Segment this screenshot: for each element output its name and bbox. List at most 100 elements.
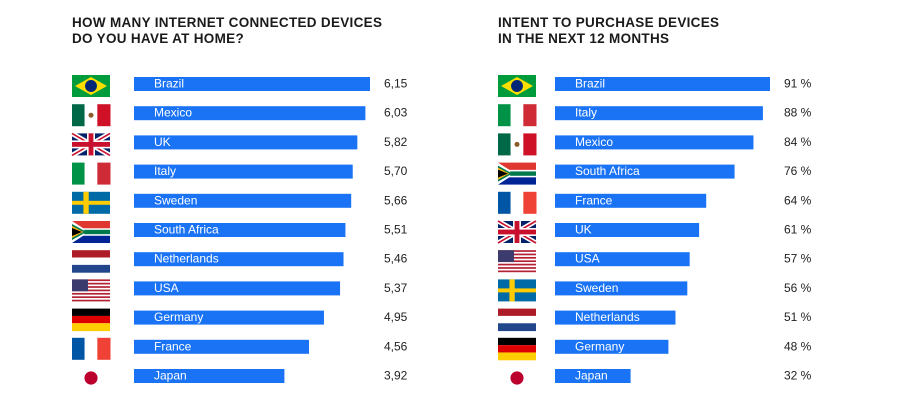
bar-value-label: 5,37 <box>384 281 408 295</box>
purchase-intent-bar-chart: Brazil 91 % Italy 88 % Mexico 84 % South Afric… <box>496 75 812 389</box>
bar-category-label: Japan <box>575 369 608 383</box>
chart-row: Netherlands 5,46 <box>72 250 408 273</box>
bar <box>555 281 688 296</box>
bar <box>134 310 324 325</box>
bar <box>134 135 358 150</box>
bar-value-label: 32 % <box>784 369 812 383</box>
germany-flag-icon <box>498 337 536 361</box>
usa-flag-icon <box>72 279 110 302</box>
chart-row: Italy 5,70 <box>72 162 408 185</box>
bar-value-label: 5,51 <box>384 223 408 237</box>
bar-category-label: France <box>575 193 613 207</box>
chart-title-line: INTENT TO PURCHASE DEVICES <box>498 15 720 30</box>
bar-category-label: Brazil <box>154 77 184 91</box>
bar-value-label: 76 % <box>784 164 812 178</box>
bar-value-label: 51 % <box>784 310 812 324</box>
bar-value-label: 4,95 <box>384 310 408 324</box>
chart-row: Sweden 56 % <box>498 279 812 302</box>
chart-row: Germany 4,95 <box>72 308 408 332</box>
chart-row: Japan 3,92 <box>72 367 408 389</box>
mexico-flag-icon <box>72 104 111 127</box>
sweden-flag-icon <box>72 191 110 214</box>
bar <box>555 193 707 208</box>
bar-category-label: Germany <box>575 339 624 353</box>
bar-category-label: USA <box>575 252 600 266</box>
chart-row: South Africa 5,51 <box>72 221 408 243</box>
chart-title-line: DO YOU HAVE AT HOME? <box>72 31 245 46</box>
bar-category-label: Italy <box>154 164 176 178</box>
usa-flag-icon <box>498 250 536 273</box>
bar-category-label: France <box>154 339 192 353</box>
chart-row: UK 61 % <box>496 218 812 246</box>
devices-owned-bar-chart: Brazil 6,15 Mexico 6,03 UK 5,82 Italy 5,70 Swede… <box>70 75 408 389</box>
germany-flag-icon <box>72 308 110 332</box>
bar-category-label: UK <box>154 135 171 149</box>
devices-owned-panel: HOW MANY INTERNET CONNECTED DEVICES DO Y… <box>70 15 408 389</box>
bar-category-label: Netherlands <box>575 310 640 324</box>
chart-row: USA 57 % <box>498 250 812 273</box>
bar-value-label: 5,82 <box>384 135 408 149</box>
mexico-flag-icon <box>498 133 537 156</box>
bar <box>134 77 370 91</box>
bar-value-label: 91 % <box>784 77 812 91</box>
bar <box>134 252 344 267</box>
bar-category-label: UK <box>575 223 592 237</box>
italy-flag-icon <box>498 104 537 127</box>
bar-value-label: 84 % <box>784 135 812 149</box>
bar-value-label: 4,56 <box>384 339 408 353</box>
bar-value-label: 57 % <box>784 252 812 266</box>
chart-row: Italy 88 % <box>498 104 812 127</box>
bar <box>555 106 763 121</box>
bar-value-label: 6,15 <box>384 77 408 91</box>
brazil-flag-icon <box>72 75 110 97</box>
bar-category-label: South Africa <box>154 223 219 237</box>
bar <box>134 369 285 383</box>
uk-flag-icon <box>70 131 112 158</box>
netherlands-flag-icon <box>498 308 536 332</box>
chart-row: Germany 48 % <box>498 337 812 361</box>
bar-value-label: 88 % <box>784 106 812 120</box>
brazil-flag-icon <box>498 75 536 97</box>
bar-value-label: 61 % <box>784 223 812 237</box>
bar <box>555 369 631 383</box>
bar-category-label: Sweden <box>575 281 618 295</box>
bar-value-label: 5,66 <box>384 193 408 207</box>
bar-value-label: 56 % <box>784 281 812 295</box>
sweden-flag-icon <box>498 279 536 302</box>
bar-category-label: Mexico <box>154 106 192 120</box>
bar <box>134 106 366 121</box>
chart-row: Japan 32 % <box>498 367 812 389</box>
bar <box>555 77 770 91</box>
chart-title-devices-owned: HOW MANY INTERNET CONNECTED DEVICES DO Y… <box>72 15 382 47</box>
bar <box>555 135 754 150</box>
bar <box>134 164 353 179</box>
bar-value-label: 3,92 <box>384 369 408 383</box>
bar <box>555 310 676 325</box>
netherlands-flag-icon <box>72 250 110 273</box>
chart-row: France 64 % <box>498 191 812 214</box>
bar <box>134 223 346 237</box>
chart-row: Brazil 6,15 <box>72 75 408 97</box>
bar-category-label: South Africa <box>575 164 640 178</box>
bar-category-label: Brazil <box>575 77 605 91</box>
bar <box>555 252 690 267</box>
bar <box>555 223 700 237</box>
france-flag-icon <box>72 337 111 360</box>
uk-flag-icon <box>496 218 538 246</box>
south-africa-flag-icon <box>72 221 110 243</box>
japan-flag-icon <box>498 367 536 389</box>
bar-category-label: Mexico <box>575 135 613 149</box>
bar-category-label: Sweden <box>154 193 197 207</box>
bar-value-label: 5,70 <box>384 164 408 178</box>
chart-row: Netherlands 51 % <box>498 308 812 332</box>
japan-flag-icon <box>72 367 110 389</box>
bar-value-label: 5,46 <box>384 252 408 266</box>
chart-row: USA 5,37 <box>72 279 408 302</box>
chart-row: Mexico 84 % <box>498 133 812 156</box>
chart-row: France 4,56 <box>72 337 408 360</box>
italy-flag-icon <box>72 162 111 185</box>
bar <box>134 193 352 208</box>
chart-title-line: IN THE NEXT 12 MONTHS <box>498 31 670 46</box>
bar-value-label: 64 % <box>784 193 812 207</box>
bar-category-label: Japan <box>154 369 187 383</box>
